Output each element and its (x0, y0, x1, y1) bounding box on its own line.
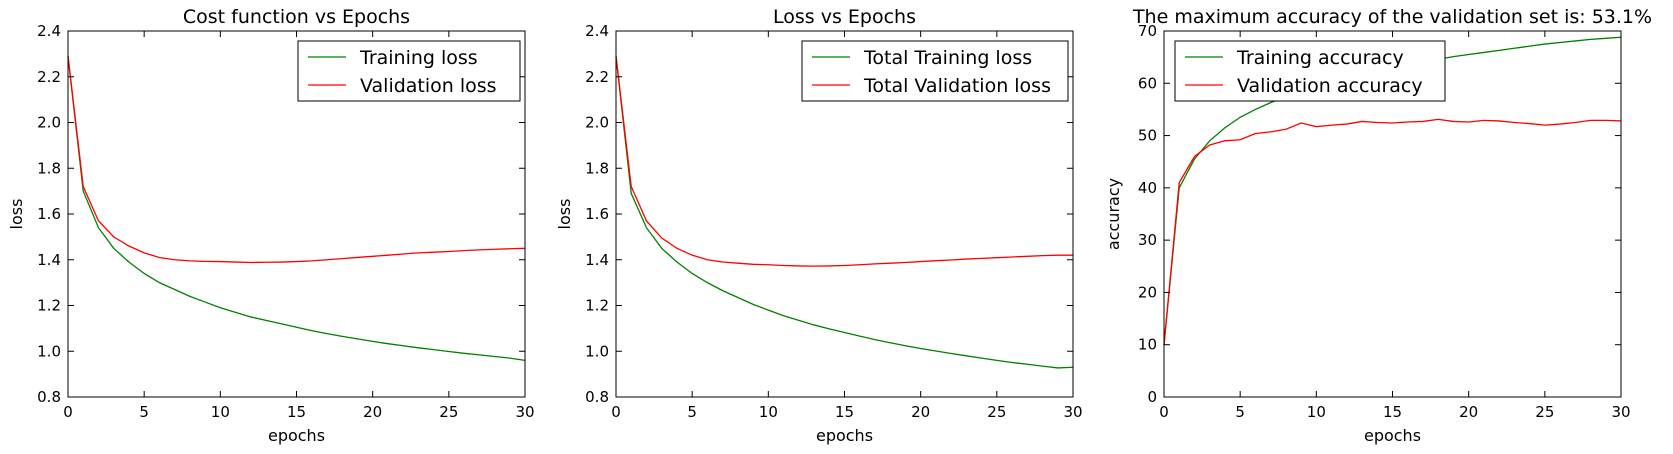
series-line-training (67, 56, 526, 362)
y-axis-label: loss (555, 199, 574, 230)
y-tick-label: 10 (1138, 336, 1157, 354)
y-tick-label: 0.8 (37, 388, 61, 406)
y-tick-label: 1.4 (585, 251, 609, 269)
y-tick-label: 50 (1138, 127, 1157, 145)
legend-label: Total Validation loss (863, 75, 1051, 97)
y-tick-label: 1.6 (585, 205, 609, 223)
legend-label: Training accuracy (1236, 47, 1404, 69)
chart-title: Loss vs Epochs (773, 6, 916, 28)
y-tick-label: 1.6 (37, 205, 61, 223)
y-tick-label: 30 (1138, 231, 1157, 249)
x-tick-label: 30 (1063, 403, 1082, 421)
x-tick-label: 30 (1611, 403, 1630, 421)
y-tick-label: 1.0 (37, 342, 61, 360)
y-tick-label: 1.8 (37, 159, 61, 177)
x-tick-label: 10 (1307, 403, 1326, 421)
legend-box (801, 40, 1069, 102)
y-tick-label: 1.8 (585, 159, 609, 177)
y-tick-label: 40 (1138, 179, 1157, 197)
x-tick-label: 5 (687, 403, 697, 421)
series-line-validation (67, 56, 526, 264)
x-axis-label: epochs (816, 426, 873, 445)
x-tick-label: 20 (911, 403, 930, 421)
y-tick-label: 1.0 (585, 342, 609, 360)
x-tick-label: 0 (63, 403, 73, 421)
y-tick-label: 0 (1147, 388, 1157, 406)
y-axis-label: accuracy (1104, 178, 1123, 250)
legend-label: Validation accuracy (1237, 75, 1423, 97)
y-tick-label: 2.0 (37, 114, 61, 132)
y-tick-label: 60 (1138, 74, 1157, 92)
y-tick-label: 2.2 (585, 68, 609, 86)
x-axis-label: epochs (1364, 426, 1421, 445)
y-tick-label: 1.4 (37, 251, 61, 269)
y-axis-label: loss (7, 199, 26, 230)
x-tick-label: 5 (139, 403, 149, 421)
x-tick-label: 25 (987, 403, 1006, 421)
y-tick-label: 2.2 (37, 68, 61, 86)
x-tick-label: 15 (1383, 403, 1402, 421)
y-tick-label: 2.0 (585, 114, 609, 132)
y-tick-label: 1.2 (37, 297, 61, 315)
legend-box (297, 40, 521, 102)
legend: Training loss Validation loss (297, 40, 521, 102)
y-tick-label: 2.4 (585, 22, 609, 40)
chart-panel-3: The maximum accuracy of the validation s… (1104, 6, 1652, 445)
y-tick-label: 70 (1138, 22, 1157, 40)
x-tick-label: 0 (1159, 403, 1169, 421)
series-line-training (615, 56, 1074, 369)
chart-panel-1: Cost function vs Epochs 0 5 10 15 20 25 30 0.8 1.… (7, 6, 535, 445)
x-tick-label: 10 (211, 403, 230, 421)
x-tick-label: 20 (363, 403, 382, 421)
x-tick-label: 15 (835, 403, 854, 421)
x-tick-label: 25 (439, 403, 458, 421)
legend-box (1174, 40, 1446, 102)
legend-label: Training loss (359, 47, 478, 69)
y-tick-label: 1.2 (585, 297, 609, 315)
legend: Training accuracy Validation accuracy (1174, 40, 1446, 102)
legend-label: Total Training loss (863, 47, 1032, 69)
legend-label: Validation loss (360, 75, 497, 97)
x-tick-label: 30 (515, 403, 534, 421)
y-tick-label: 0.8 (585, 388, 609, 406)
x-tick-label: 25 (1535, 403, 1554, 421)
x-tick-label: 0 (611, 403, 621, 421)
x-tick-label: 10 (759, 403, 778, 421)
x-tick-label: 20 (1459, 403, 1478, 421)
chart-title: The maximum accuracy of the validation s… (1132, 6, 1652, 28)
chart-title: Cost function vs Epochs (183, 6, 410, 28)
x-tick-label: 5 (1235, 403, 1245, 421)
series-line-validation (615, 56, 1073, 267)
x-tick-label: 15 (287, 403, 306, 421)
x-axis-label: epochs (268, 426, 325, 445)
series-line-validation (1163, 118, 1622, 345)
chart-panel-2: Loss vs Epochs 0 5 10 15 20 25 30 0.8 1.0 1.2 1.4 1.… (555, 6, 1083, 445)
y-tick-label: 2.4 (37, 22, 61, 40)
y-tick-label: 20 (1138, 283, 1157, 301)
legend: Total Training loss Total Validation loss (801, 40, 1069, 102)
